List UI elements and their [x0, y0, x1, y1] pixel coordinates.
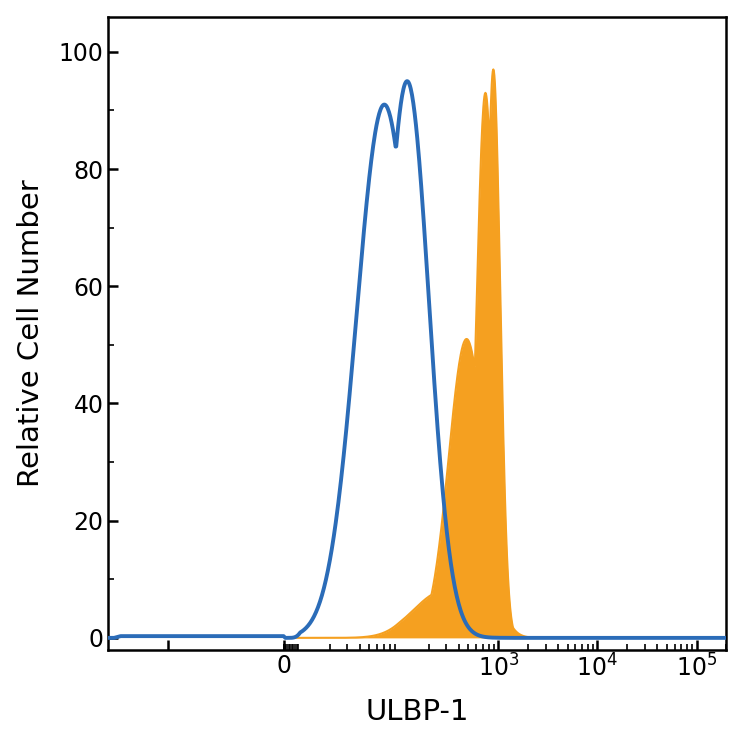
Y-axis label: Relative Cell Number: Relative Cell Number [16, 179, 45, 487]
X-axis label: ULBP-1: ULBP-1 [366, 698, 469, 727]
